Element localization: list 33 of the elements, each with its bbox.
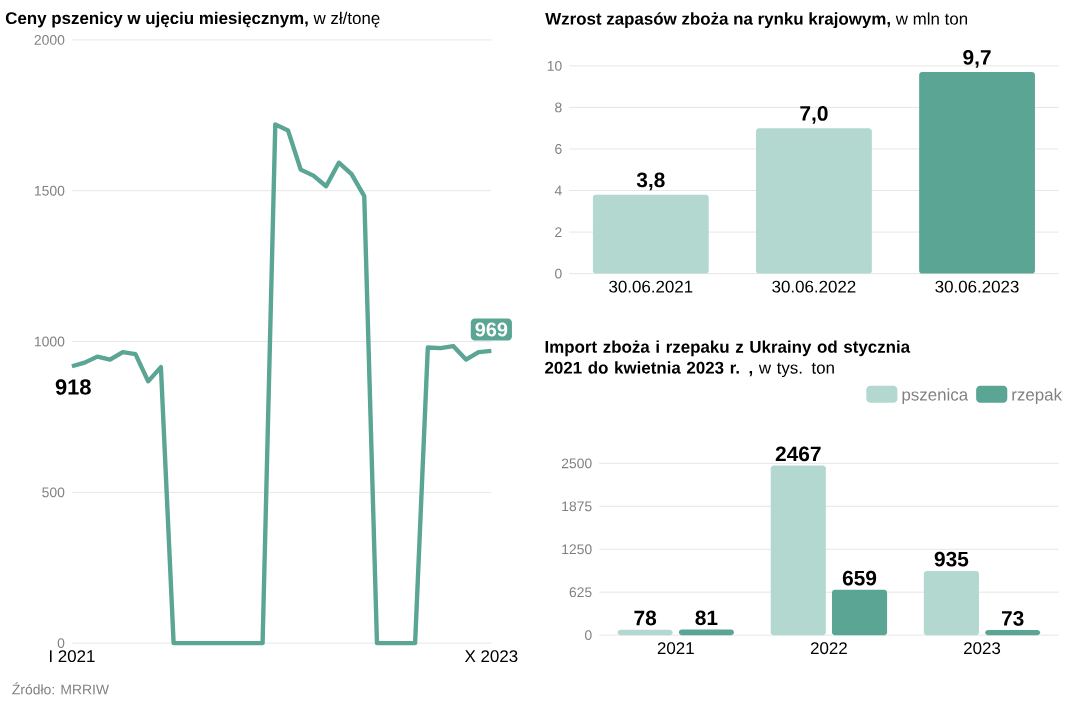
x-tick-label: 30.06.2023 bbox=[935, 281, 1019, 294]
x-tick-label: I 2021 bbox=[49, 650, 95, 663]
annotation: 969 bbox=[475, 322, 508, 337]
annotation: 918 bbox=[55, 379, 91, 396]
x-tick-label: 2021 bbox=[657, 642, 694, 655]
legend-label: rzepak bbox=[1012, 388, 1063, 405]
bar bbox=[770, 466, 826, 636]
x-tick-label: X 2023 bbox=[464, 650, 518, 663]
chart-title: Ceny pszenicy w ujęciu miesięcznym, w zł/tonę bbox=[5, 12, 380, 28]
data-label: 73 bbox=[1001, 611, 1024, 627]
data-label: 81 bbox=[695, 610, 718, 626]
data-label: 935 bbox=[934, 552, 969, 567]
bar bbox=[923, 571, 979, 636]
bar bbox=[592, 195, 709, 275]
data-label: 7,0 bbox=[800, 106, 828, 125]
chart-title: Wzrost zapasów zboża na rynku krajowym, w mln ton bbox=[545, 12, 968, 29]
x-tick-label: 2022 bbox=[810, 642, 847, 655]
bar bbox=[919, 72, 1035, 275]
data-label: 2467 bbox=[775, 446, 821, 462]
bar bbox=[617, 630, 673, 636]
data-label: 3,8 bbox=[636, 172, 665, 191]
x-tick-label: 30.06.2021 bbox=[609, 281, 693, 294]
chart-title: Import zboża i rzepaku z Ukrainy od stycznia 2021 do kwietnia 2023 r. , w tys. ton bbox=[545, 340, 911, 378]
bar bbox=[756, 128, 872, 275]
bar bbox=[678, 630, 734, 636]
bar bbox=[985, 630, 1041, 636]
data-label: 78 bbox=[634, 611, 657, 626]
x-tick-label: 30.06.2022 bbox=[772, 281, 856, 294]
data-label: 659 bbox=[842, 571, 877, 586]
legend-label: pszenica bbox=[902, 388, 969, 405]
bar bbox=[831, 590, 888, 636]
x-tick-label: 2023 bbox=[964, 642, 1001, 655]
data-label: 9,7 bbox=[963, 50, 991, 69]
